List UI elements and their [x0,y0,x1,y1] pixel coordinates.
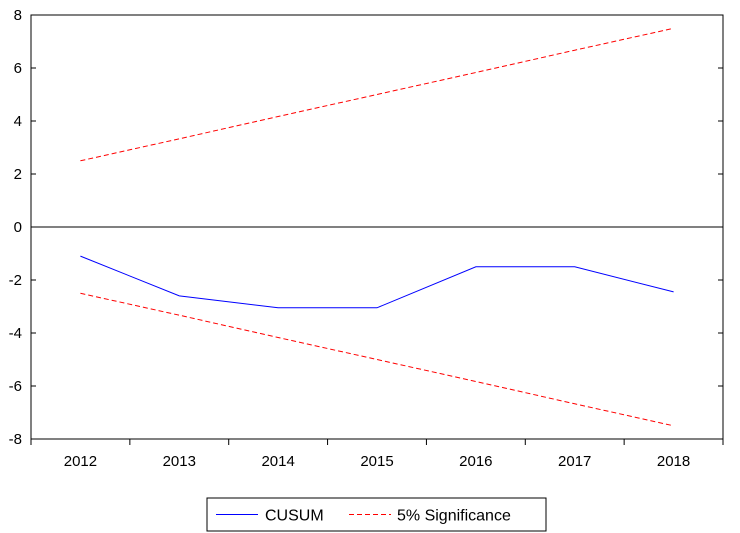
cusum-point [375,305,380,310]
significance-upper-point [473,70,478,75]
y-tick-label: 0 [14,219,22,236]
cusum-point [473,264,478,269]
cusum-line [80,255,674,309]
y-tick-label: -4 [9,325,22,342]
y-tick-label: 2 [14,166,22,183]
significance-lower-line [80,292,674,427]
y-tick-label: -2 [9,272,22,289]
legend: CUSUM 5% Significance [206,497,547,532]
significance-upper-point [375,92,380,97]
x-tick-label: 2017 [558,453,591,470]
significance-lower-point [375,357,380,362]
y-tick-label: 4 [14,113,22,130]
significance-lower-point [572,401,577,406]
significance-lower-point [276,335,281,340]
y-tick-label: 8 [14,7,22,24]
significance-upper-point [276,114,281,119]
legend-label: CUSUM [265,508,324,525]
x-tick-label: 2018 [657,453,690,470]
series-lines [78,26,676,428]
x-tick-label: 2014 [261,453,294,470]
plot-area [30,14,724,440]
significance-lower-point [78,291,83,296]
significance-lower-point [177,313,182,318]
significance-upper-point [78,158,83,163]
significance-upper-point [671,26,676,31]
significance-lower-point [473,379,478,384]
y-tick-label: -6 [9,378,22,395]
y-tick-label: 6 [14,60,22,77]
axes: 8 6 4 2 0 -2 -4 -6 -8 2012 2013 2014 2015 2016 2017 201… [9,7,724,470]
cusum-point [572,264,577,269]
significance-upper-point [572,48,577,53]
significance-lower-point [671,423,676,428]
significance-upper-point [177,136,182,141]
x-tick-label: 2016 [459,453,492,470]
significance-upper-line [80,27,674,162]
x-tick-label: 2015 [360,453,393,470]
legend-label: 5% Significance [397,508,511,525]
x-tick-label: 2013 [163,453,196,470]
cusum-point [177,293,182,298]
y-tick-label: -8 [9,431,22,448]
cusum-point [78,254,83,259]
cusum-point [276,305,281,310]
x-tick-label: 2012 [64,453,97,470]
cusum-point [671,289,676,294]
